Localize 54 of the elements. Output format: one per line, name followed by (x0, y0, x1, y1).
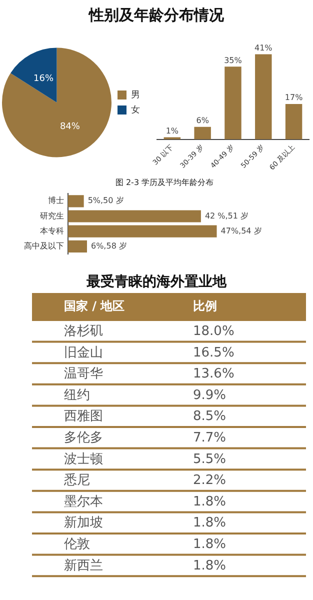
data-label: 5%,50 岁 (88, 196, 124, 206)
text: 13.6% (193, 366, 234, 382)
text: 9.9% (193, 388, 226, 403)
legend-label: 女 (131, 104, 140, 116)
text: 国家 / 地区 (64, 299, 125, 314)
bar (194, 126, 211, 140)
category-label: 旧金山 (64, 345, 103, 360)
chart-title: 性别及年龄分布情况 (87, 6, 225, 25)
bar (68, 210, 201, 222)
legend-label: 男 (131, 89, 140, 100)
data-label: 16% (34, 74, 54, 84)
data-label: 47%,54 岁 (220, 226, 262, 236)
category-label: 西雅图 (64, 409, 103, 424)
bar (68, 225, 217, 238)
text: 1.8% (193, 537, 226, 552)
text: 最受青睐的海外置业地 (86, 274, 228, 290)
bar (285, 104, 302, 140)
text: 16.5% (193, 345, 234, 360)
data-label: 6%,58 岁 (90, 242, 127, 251)
data-label: 1% (166, 126, 179, 136)
category-label: 墨尔本 (64, 494, 103, 510)
text: 5.5% (193, 452, 226, 467)
category-label: 悉尼 (63, 473, 90, 488)
text: 8.5% (193, 409, 226, 424)
y-tick-label: 高中及以下 (24, 242, 64, 251)
category-label: 纽约 (64, 388, 90, 403)
text: 7.7% (193, 430, 226, 446)
data-label: 35% (224, 56, 242, 65)
category-label: 波士顿 (64, 452, 103, 467)
data-label: 42 %,51 岁 (204, 211, 249, 220)
category-label: 洛杉矶 (64, 324, 103, 340)
category-label: 新西兰 (64, 558, 103, 574)
data-label: 84% (60, 122, 80, 132)
chart-title: 图 2-3 学历及平均年龄分布 (115, 178, 214, 187)
text: 比例 (193, 299, 217, 314)
category-label: 新加坡 (64, 516, 103, 531)
text: 1.8% (193, 494, 226, 510)
data-label: 41% (254, 43, 273, 52)
y-tick-label: 博士 (48, 196, 64, 206)
data-label: 6% (196, 116, 210, 125)
bar (68, 195, 84, 208)
category-label: 伦敦 (64, 537, 90, 552)
text: 18.0% (193, 324, 234, 340)
y-tick-label: 研究生 (40, 211, 64, 220)
text: 1.8% (193, 558, 226, 574)
data-label: 17% (284, 93, 304, 102)
category-label: 温哥华 (64, 366, 103, 382)
bar (255, 54, 272, 140)
y-tick-label: 本专科 (40, 226, 64, 236)
category-label: 多伦多 (64, 430, 103, 446)
bar (68, 240, 87, 252)
bar (224, 66, 242, 140)
text: 1.8% (193, 516, 226, 531)
text: 2.2% (193, 473, 226, 488)
